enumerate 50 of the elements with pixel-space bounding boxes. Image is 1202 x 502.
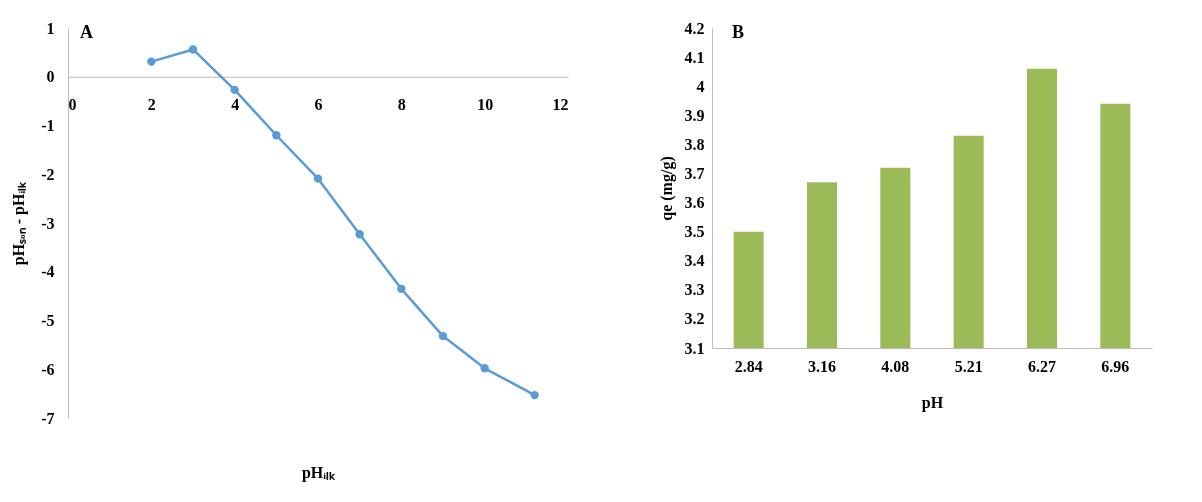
y-tick-label: 3.8 bbox=[684, 135, 705, 153]
x-tick-label: 6.96 bbox=[1101, 357, 1130, 375]
y-tick-label: -7 bbox=[41, 409, 55, 427]
point bbox=[230, 85, 239, 95]
x-tick-label: 2 bbox=[147, 96, 156, 114]
x-tick-label: 0 bbox=[68, 96, 77, 114]
point bbox=[530, 390, 539, 400]
x-tick-label: 8 bbox=[397, 96, 406, 114]
y-tick-label: 4.1 bbox=[684, 48, 705, 66]
y-axis-title: qe (mg/g) bbox=[657, 156, 676, 221]
y-tick-label: 3.5 bbox=[684, 223, 705, 241]
y-tick-label: 3.1 bbox=[684, 339, 705, 357]
x-tick-label: 6.27 bbox=[1028, 357, 1056, 375]
point bbox=[438, 331, 448, 341]
point bbox=[480, 364, 489, 373]
y-tick-label: -2 bbox=[41, 165, 55, 183]
x-tick-label: 4.08 bbox=[881, 357, 910, 375]
y-tick-label: 4 bbox=[696, 77, 705, 95]
y-tick-label: 3.2 bbox=[684, 310, 705, 328]
y-tick-label: 3.7 bbox=[684, 164, 705, 182]
chart-title: B bbox=[732, 22, 745, 42]
y-tick-label: 1 bbox=[46, 19, 55, 37]
y-tick-label: 3.9 bbox=[684, 106, 705, 124]
y-tick-label: -3 bbox=[41, 214, 55, 232]
y-tick-label: 3.4 bbox=[684, 252, 705, 270]
y-tick-label: 3.6 bbox=[684, 194, 705, 212]
x-tick-label: 12 bbox=[552, 96, 569, 114]
y-tick-label: -5 bbox=[41, 312, 55, 329]
y-tick-label: 0 bbox=[46, 68, 55, 86]
point bbox=[355, 230, 364, 239]
y-axis-title: pHₛₒₙ - pHᵢₗₖ bbox=[10, 180, 29, 266]
y-tick-label: -4 bbox=[41, 263, 55, 281]
point bbox=[313, 174, 323, 183]
x-tick-label: 6 bbox=[314, 96, 323, 114]
x-tick-label: 2.84 bbox=[734, 357, 763, 375]
chart-title: A bbox=[80, 22, 93, 42]
x-axis-title: pHᵢₗₖ bbox=[301, 463, 337, 482]
point bbox=[188, 45, 198, 54]
x-tick-label: 3.16 bbox=[808, 357, 836, 375]
point bbox=[147, 57, 156, 66]
y-tick-label: 4.2 bbox=[684, 19, 705, 37]
y-tick-label: -6 bbox=[41, 360, 55, 378]
x-tick-label: 10 bbox=[477, 96, 494, 114]
x-tick-label: 4 bbox=[231, 96, 240, 114]
point bbox=[272, 131, 281, 140]
y-tick-label: -1 bbox=[41, 117, 55, 134]
y-tick-label: 3.3 bbox=[684, 281, 705, 299]
x-axis-title: pH bbox=[921, 393, 944, 412]
point bbox=[397, 284, 406, 293]
x-tick-label: 5.21 bbox=[954, 357, 983, 375]
